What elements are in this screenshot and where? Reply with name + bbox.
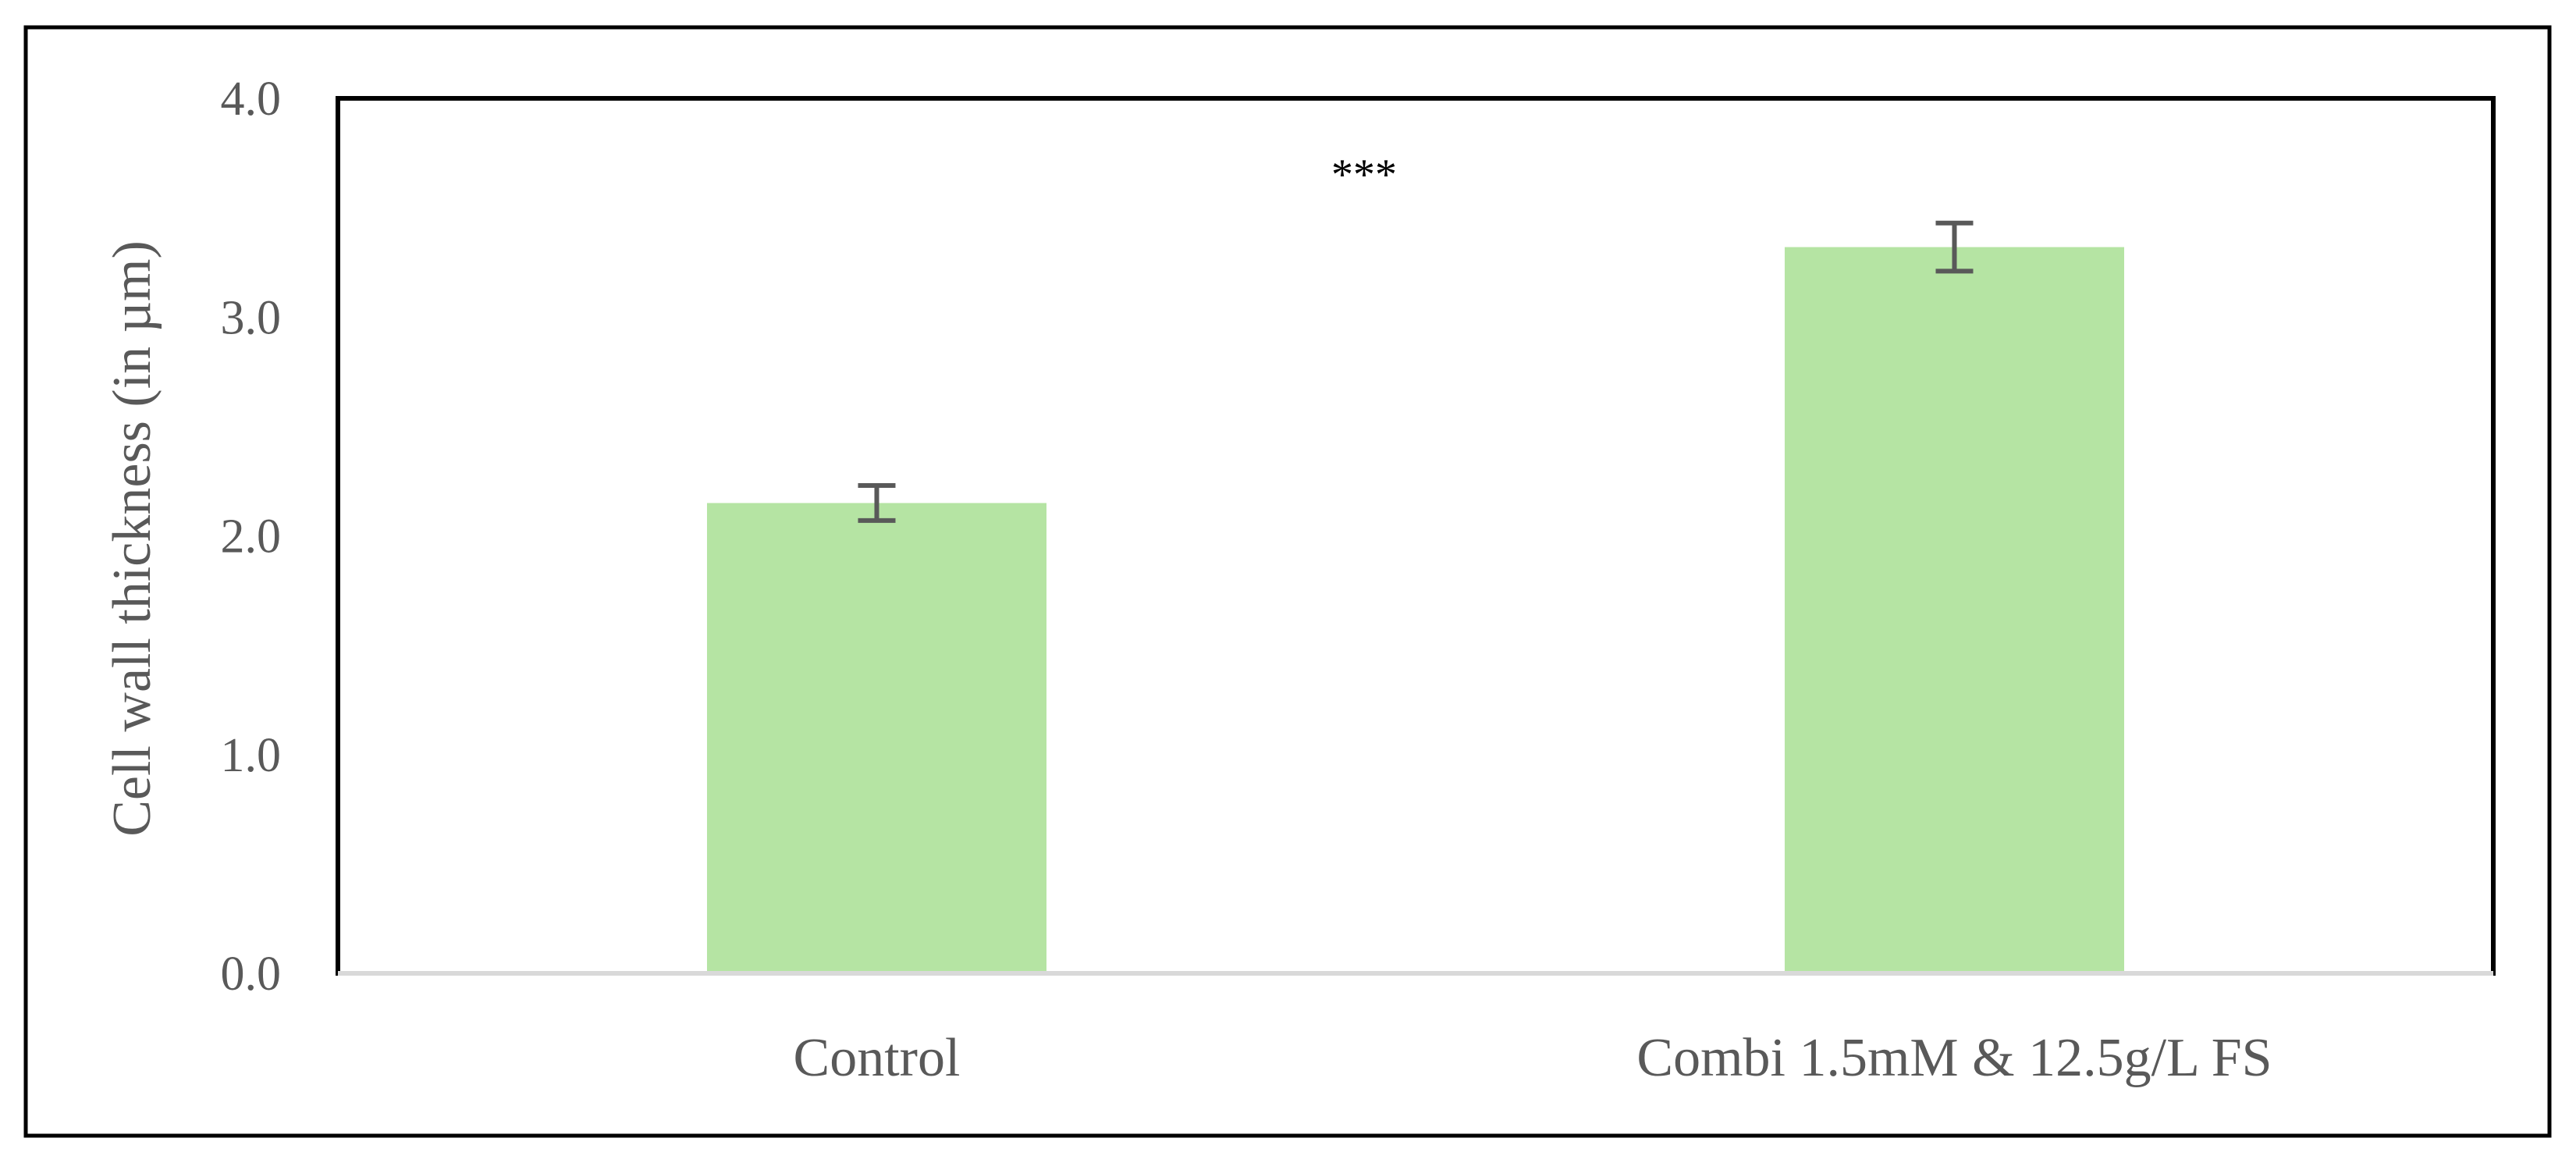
- error-bar-0: [858, 483, 896, 523]
- error-bars-layer: [858, 220, 1974, 523]
- y-tick-label-3: 3.0: [221, 291, 282, 344]
- bar-1: [1784, 247, 2125, 973]
- y-axis-title: Cell wall thickness (in µm): [102, 240, 162, 837]
- x-axis-category-labels: Control Combi 1.5mM & 12.5g/L FS: [794, 1028, 2272, 1088]
- y-tick-label-1: 1.0: [221, 729, 282, 782]
- x-tick-label-1: Combi 1.5mM & 12.5g/L FS: [1636, 1028, 2272, 1088]
- y-tick-label-4: 4.0: [221, 73, 282, 126]
- y-axis-ticks: 0.0 1.0 2.0 3.0 4.0: [221, 73, 282, 1001]
- significance-annotation: ***: [1331, 151, 1397, 199]
- x-tick-label-0: Control: [794, 1028, 961, 1088]
- error-bar-1: [1935, 220, 1974, 274]
- plot-area-frame: [336, 96, 2496, 976]
- y-tick-label-0: 0.0: [221, 948, 282, 1001]
- bar-0: [706, 503, 1047, 973]
- figure-border: [23, 25, 2552, 1138]
- bars-layer: [706, 247, 2125, 973]
- y-tick-label-2: 2.0: [221, 510, 282, 564]
